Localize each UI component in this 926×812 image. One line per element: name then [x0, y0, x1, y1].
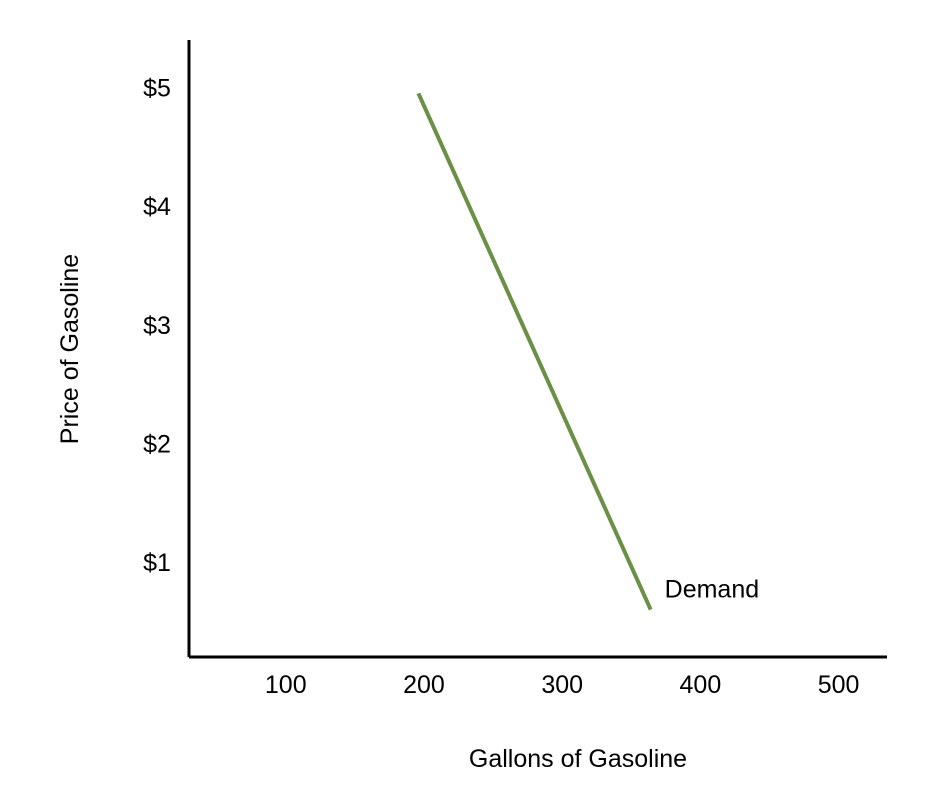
x-tick-labels: 100 200 300 400 500 — [265, 671, 860, 699]
x-axis-title: Gallons of Gasoline — [469, 745, 687, 773]
y-tick-label: $5 — [143, 74, 171, 102]
x-tick-label: 200 — [403, 671, 445, 699]
y-tick-label: $4 — [143, 193, 171, 221]
y-tick-label: $3 — [143, 312, 171, 340]
y-axis-title: Price of Gasoline — [56, 254, 84, 444]
y-tick-labels: $1 $2 $3 $4 $5 — [143, 74, 171, 577]
demand-line — [416, 92, 653, 611]
y-tick-label: $2 — [143, 430, 171, 458]
x-tick-label: 300 — [541, 671, 583, 699]
series-layer: Demand — [416, 92, 760, 611]
y-tick-label: $1 — [143, 549, 171, 577]
x-tick-label: 100 — [265, 671, 307, 699]
x-tick-label: 500 — [818, 671, 860, 699]
demand-label: Demand — [665, 576, 760, 604]
x-tick-label: 400 — [680, 671, 722, 699]
